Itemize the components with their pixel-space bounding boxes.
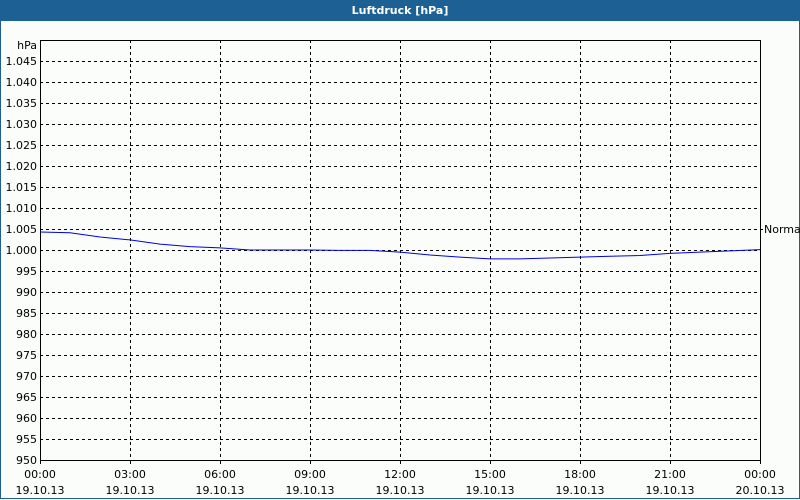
chart-title: Luftdruck [hPa] (0, 0, 800, 21)
x-tick-date: 19.10.13 (466, 484, 515, 497)
x-tick-time: 00:00 (24, 468, 56, 481)
y-tick-label: 1.010 (6, 202, 38, 215)
y-tick-label: 1.030 (6, 118, 38, 131)
y-tick-label: 975 (16, 349, 37, 362)
y-axis-label: hPa (17, 39, 37, 52)
y-tick-label: 1.020 (6, 160, 38, 173)
x-tick-time: 09:00 (294, 468, 326, 481)
x-tick-time: 21:00 (654, 468, 686, 481)
y-tick-label: 995 (16, 265, 37, 278)
x-tick-time: 15:00 (474, 468, 506, 481)
y-tick-label: 1.000 (6, 244, 38, 257)
y-tick-label: 990 (16, 286, 37, 299)
y-tick-label: 1.035 (6, 97, 38, 110)
y-tick-label: 1.025 (6, 139, 38, 152)
x-tick-time: 18:00 (564, 468, 596, 481)
x-tick-date: 19.10.13 (286, 484, 335, 497)
x-tick-date: 19.10.13 (556, 484, 605, 497)
x-tick-date: 19.10.13 (376, 484, 425, 497)
y-tick-label: 960 (16, 412, 37, 425)
x-tick-time: 03:00 (114, 468, 146, 481)
y-tick-label: 980 (16, 328, 37, 341)
y-tick-label: 955 (16, 433, 37, 446)
y-tick-label: 970 (16, 370, 37, 383)
y-tick-label: 985 (16, 307, 37, 320)
x-tick-date: 19.10.13 (196, 484, 245, 497)
y-tick-label: 1.005 (6, 223, 38, 236)
x-tick-date: 19.10.13 (646, 484, 695, 497)
x-tick-time: 00:00 (744, 468, 776, 481)
x-tick-date: 20.10.13 (736, 484, 785, 497)
x-tick-date: 19.10.13 (16, 484, 65, 497)
y-tick-label: 1.045 (6, 55, 38, 68)
legend-label: Normal (764, 223, 800, 236)
x-tick-time: 12:00 (384, 468, 416, 481)
x-tick-time: 06:00 (204, 468, 236, 481)
y-tick-label: 1.015 (6, 181, 38, 194)
x-tick-date: 19.10.13 (106, 484, 155, 497)
y-tick-label: 1.040 (6, 76, 38, 89)
y-tick-label: 950 (16, 454, 37, 467)
plot-area (40, 40, 761, 461)
series-line-normal (39, 231, 761, 260)
y-tick-label: 965 (16, 391, 37, 404)
